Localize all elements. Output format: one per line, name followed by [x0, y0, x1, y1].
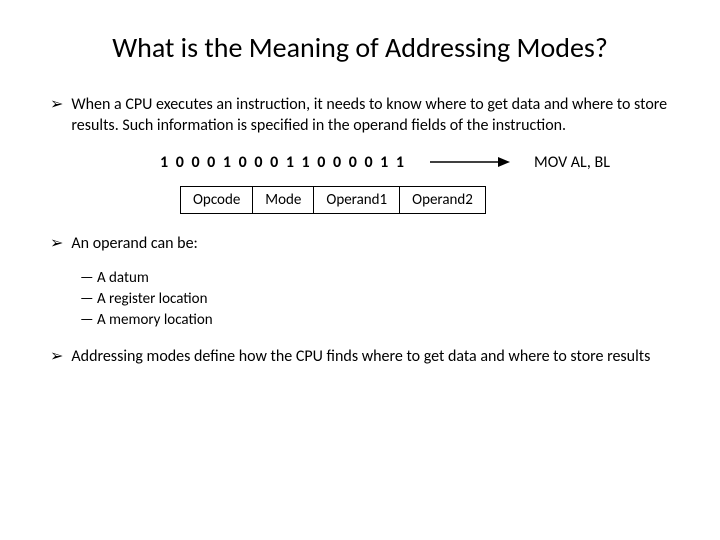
binary-instruction-row: 1 0 0 0 1 0 0 0 1 1 0 0 0 0 1 1 MOV AL, … — [160, 153, 670, 172]
operand-sublist: — A datum — A register location — A memo… — [80, 268, 670, 331]
bullet-1: ➢ When a CPU executes an instruction, it… — [50, 95, 670, 137]
bullet-1-text: When a CPU executes an instruction, it n… — [71, 95, 670, 137]
table-cell-mode: Mode — [252, 186, 314, 214]
bullet-2: ➢ An operand can be: — [50, 234, 670, 255]
bullet-arrow-icon: ➢ — [50, 234, 63, 255]
bullet-arrow-icon: ➢ — [50, 347, 63, 368]
table-cell-operand1: Operand1 — [313, 186, 400, 214]
slide-title: What is the Meaning of Addressing Modes? — [50, 30, 670, 65]
instruction-format-table: Opcode Mode Operand1 Operand2 — [180, 186, 670, 214]
right-arrow-icon — [430, 155, 510, 169]
table-cell-operand2: Operand2 — [399, 186, 486, 214]
slide-content: What is the Meaning of Addressing Modes?… — [0, 0, 720, 402]
sub-item-datum: — A datum — [80, 268, 670, 289]
bullet-2-text: An operand can be: — [71, 234, 197, 255]
sub-item-memory: — A memory location — [80, 310, 670, 331]
binary-string: 1 0 0 0 1 0 0 0 1 1 0 0 0 0 1 1 — [160, 153, 406, 172]
sub-item-register: — A register location — [80, 289, 670, 310]
bullet-arrow-icon: ➢ — [50, 95, 63, 116]
bullet-3: ➢ Addressing modes define how the CPU fi… — [50, 347, 670, 368]
table-cell-opcode: Opcode — [180, 186, 253, 214]
assembly-text: MOV AL, BL — [534, 153, 610, 172]
bullet-3-text: Addressing modes define how the CPU find… — [71, 347, 650, 368]
